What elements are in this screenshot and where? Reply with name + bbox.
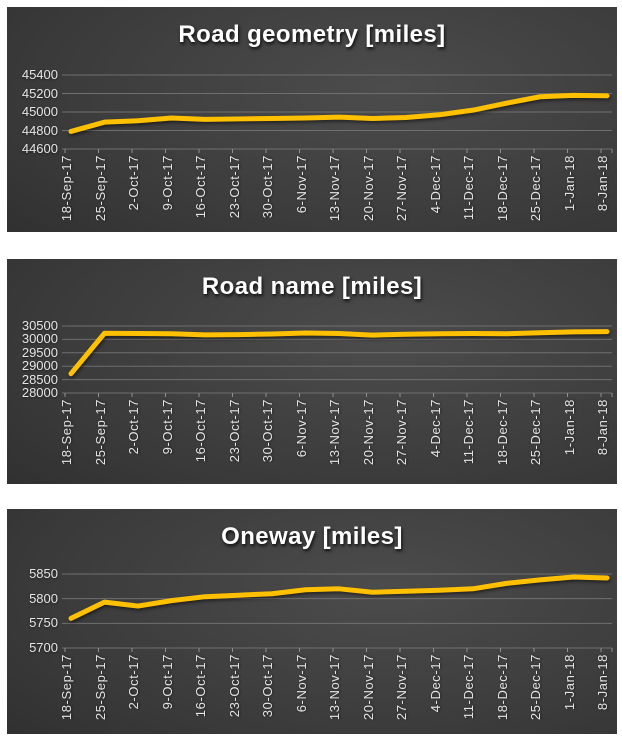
x-axis-label: 11-Dec-17 — [461, 155, 476, 221]
x-axis-label: 4-Dec-17 — [427, 399, 443, 458]
x-axis-label: 25-Sep-17 — [92, 155, 108, 222]
x-axis-label: 4-Dec-17 — [427, 155, 443, 214]
x-axis-label: 8-Jan-18 — [595, 155, 610, 212]
y-axis-label: 44600 — [21, 141, 58, 156]
data-series-line — [68, 92, 610, 134]
x-axis-label: 25-Dec-17 — [528, 155, 543, 222]
y-axis-label: 29000 — [21, 358, 58, 374]
x-axis-label: 16-Oct-17 — [193, 399, 208, 463]
y-axis-label: 30500 — [21, 318, 58, 333]
y-axis-label: 30000 — [21, 331, 58, 347]
x-axis-label: 6-Nov-17 — [293, 654, 309, 713]
x-axis-label: 25-Sep-17 — [92, 399, 108, 466]
x-axis-label: 23-Oct-17 — [226, 155, 242, 219]
x-axis-label: 9-Oct-17 — [159, 399, 175, 455]
x-axis-label: 8-Jan-18 — [595, 654, 610, 711]
x-axis-label: 18-Sep-17 — [59, 155, 74, 222]
x-axis-label: 23-Oct-17 — [226, 654, 242, 718]
x-axis-label: 30-Oct-17 — [260, 654, 275, 718]
y-axis-label: 29500 — [21, 344, 58, 360]
x-axis-label: 25-Sep-17 — [92, 654, 108, 721]
x-axis-label: 20-Nov-17 — [360, 399, 376, 466]
chart-panel-road-geometry: Road geometry [miles] 45400 45200 45000 448… — [7, 7, 617, 232]
x-axis-label: 1-Jan-18 — [561, 654, 577, 711]
y-axis-label: 5800 — [29, 590, 58, 606]
x-axis-label: 1-Jan-18 — [561, 155, 577, 212]
y-axis-label: 5700 — [29, 640, 58, 655]
y-axis-label: 45000 — [21, 104, 58, 119]
x-axis-label: 11-Dec-17 — [461, 399, 476, 465]
x-axis-label: 1-Jan-18 — [561, 399, 577, 456]
x-axis-label: 18-Dec-17 — [494, 654, 510, 721]
x-axis-label: 27-Nov-17 — [394, 654, 409, 721]
x-axis-label: 30-Oct-17 — [260, 399, 275, 463]
x-axis-label: 4-Dec-17 — [427, 654, 443, 713]
chart-panel-road-name: Road name [miles] 30500 30000 29500 29000 28… — [7, 259, 617, 484]
x-axis-label: 16-Oct-17 — [193, 654, 208, 718]
chart-title: Road geometry [miles] — [178, 21, 446, 48]
x-axis-label: 6-Nov-17 — [293, 399, 309, 458]
x-axis-label: 18-Sep-17 — [59, 399, 74, 466]
y-axis-label: 45400 — [21, 67, 58, 82]
x-axis-label: 13-Nov-17 — [327, 399, 342, 466]
x-axis-label: 13-Nov-17 — [327, 654, 342, 721]
data-series-line — [68, 329, 610, 377]
y-axis-label: 5850 — [29, 566, 58, 581]
chart-title: Oneway [miles] — [221, 523, 403, 550]
x-axis-label: 25-Dec-17 — [528, 399, 543, 466]
chart-title: Road name [miles] — [201, 273, 423, 300]
x-axis-label: 2-Oct-17 — [126, 399, 141, 455]
x-axis-label: 23-Oct-17 — [226, 399, 242, 463]
x-axis-label: 18-Sep-17 — [59, 654, 74, 721]
x-axis-label: 2-Oct-17 — [126, 654, 141, 710]
x-axis-label: 2-Oct-17 — [126, 155, 141, 211]
x-axis-label: 13-Nov-17 — [327, 155, 342, 222]
x-axis-label: 11-Dec-17 — [461, 654, 476, 720]
x-axis-label: 30-Oct-17 — [260, 155, 275, 219]
x-axis-label: 27-Nov-17 — [394, 399, 409, 466]
y-axis-label: 45200 — [21, 85, 58, 101]
x-axis-label: 9-Oct-17 — [159, 155, 175, 211]
chart-panel-oneway: Oneway [miles] 5850 5800 5750 5700 18-Sep-1… — [7, 509, 617, 734]
data-series-line — [68, 574, 610, 621]
x-axis-label: 18-Dec-17 — [494, 155, 510, 222]
x-axis-label: 27-Nov-17 — [394, 155, 409, 222]
x-axis-label: 9-Oct-17 — [159, 654, 175, 710]
x-axis-label: 18-Dec-17 — [494, 399, 510, 466]
x-axis-label: 16-Oct-17 — [193, 155, 208, 219]
x-axis-label: 25-Dec-17 — [528, 654, 543, 721]
y-axis-label: 28000 — [21, 385, 58, 400]
y-axis-label: 5750 — [29, 615, 58, 631]
x-axis-label: 8-Jan-18 — [595, 399, 610, 456]
y-axis-label: 44800 — [21, 122, 58, 138]
x-axis-label: 6-Nov-17 — [293, 155, 309, 214]
y-axis-label: 28500 — [21, 371, 58, 387]
x-axis-label: 20-Nov-17 — [360, 155, 376, 222]
x-axis-label: 20-Nov-17 — [360, 654, 376, 721]
